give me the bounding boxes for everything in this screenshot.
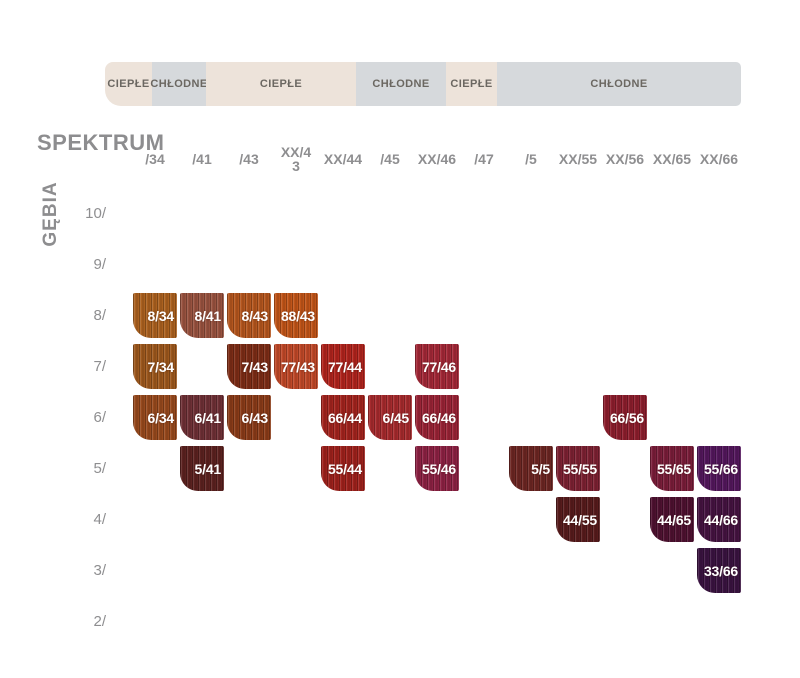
column-header-41: /41	[192, 151, 212, 167]
swatch-55-46: 55/46	[415, 446, 459, 491]
swatch-code-label: 8/43	[241, 307, 269, 324]
swatch-8-41: 8/41	[180, 293, 224, 338]
swatch-code-label: 5/41	[194, 460, 222, 477]
column-header-43: /43	[239, 151, 259, 167]
swatch-code-label: 6/34	[147, 409, 175, 426]
swatch-7-34: 7/34	[133, 344, 177, 389]
column-header-34: /34	[145, 151, 165, 167]
column-header-xx-55: XX/55	[558, 151, 598, 167]
column-header-5: /5	[525, 151, 537, 167]
swatch-code-label: 55/55	[562, 460, 597, 477]
swatch-8-34: 8/34	[133, 293, 177, 338]
temperature-band-cool-1: CHŁODNE	[150, 62, 207, 106]
column-header-45: /45	[380, 151, 400, 167]
swatch-6-34: 6/34	[133, 395, 177, 440]
temperature-band-cool-5: CHŁODNE	[497, 62, 741, 106]
row-label-3: 3/	[93, 562, 106, 579]
row-label-5: 5/	[93, 460, 106, 477]
column-header-xx-66: XX/66	[699, 151, 739, 167]
swatch-code-label: 66/46	[421, 409, 456, 426]
swatch-6-45: 6/45	[368, 395, 412, 440]
swatch-55-66: 55/66	[697, 446, 741, 491]
column-header-xx-43: XX/43	[280, 144, 312, 174]
row-label-8: 8/	[93, 307, 106, 324]
swatch-code-label: 77/44	[327, 358, 362, 375]
swatch-code-label: 55/66	[703, 460, 738, 477]
swatch-6-43: 6/43	[227, 395, 271, 440]
swatch-code-label: 33/66	[703, 562, 738, 579]
swatch-code-label: 66/56	[609, 409, 644, 426]
swatch-code-label: 66/44	[327, 409, 362, 426]
swatch-code-label: 8/34	[147, 307, 175, 324]
swatch-77-46: 77/46	[415, 344, 459, 389]
row-label-9: 9/	[93, 256, 106, 273]
swatch-77-44: 77/44	[321, 344, 365, 389]
swatch-66-46: 66/46	[415, 395, 459, 440]
swatch-code-label: 7/34	[147, 358, 175, 375]
swatch-code-label: 44/65	[656, 511, 691, 528]
row-label-7: 7/	[93, 358, 106, 375]
swatch-code-label: 6/45	[382, 409, 410, 426]
swatch-code-label: 7/43	[241, 358, 269, 375]
swatch-code-label: 55/65	[656, 460, 691, 477]
swatch-code-label: 55/46	[421, 460, 456, 477]
swatch-44-65: 44/65	[650, 497, 694, 542]
swatch-5-5: 5/5	[509, 446, 553, 491]
row-label-10: 10/	[85, 205, 106, 222]
swatch-code-label: 5/5	[531, 460, 550, 477]
swatch-code-label: 8/41	[194, 307, 222, 324]
swatch-55-44: 55/44	[321, 446, 365, 491]
swatch-44-66: 44/66	[697, 497, 741, 542]
swatch-33-66: 33/66	[697, 548, 741, 593]
swatch-8-43: 8/43	[227, 293, 271, 338]
swatch-6-41: 6/41	[180, 395, 224, 440]
swatch-code-label: 88/43	[280, 307, 315, 324]
column-header-xx-44: XX/44	[323, 151, 363, 167]
swatch-code-label: 6/41	[194, 409, 222, 426]
swatch-55-55: 55/55	[556, 446, 600, 491]
swatch-66-44: 66/44	[321, 395, 365, 440]
column-header-xx-46: XX/46	[417, 151, 457, 167]
swatch-44-55: 44/55	[556, 497, 600, 542]
swatch-code-label: 55/44	[327, 460, 362, 477]
swatch-88-43: 88/43	[274, 293, 318, 338]
column-header-47: /47	[474, 151, 494, 167]
swatch-55-65: 55/65	[650, 446, 694, 491]
swatch-code-label: 44/55	[562, 511, 597, 528]
swatch-code-label: 77/46	[421, 358, 456, 375]
swatch-code-label: 77/43	[280, 358, 315, 375]
column-header-xx-56: XX/56	[605, 151, 645, 167]
row-label-6: 6/	[93, 409, 106, 426]
swatch-code-label: 44/66	[703, 511, 738, 528]
temperature-band-cool-3: CHŁODNE	[356, 62, 446, 106]
column-header-xx-65: XX/65	[652, 151, 692, 167]
swatch-code-label: 6/43	[241, 409, 269, 426]
page-title: SPEKTRUM	[37, 130, 165, 155]
temperature-band-warm-0: CIEPŁE	[105, 62, 152, 106]
temperature-band-warm-2: CIEPŁE	[206, 62, 356, 106]
swatch-77-43: 77/43	[274, 344, 318, 389]
swatch-66-56: 66/56	[603, 395, 647, 440]
swatch-7-43: 7/43	[227, 344, 271, 389]
row-label-4: 4/	[93, 511, 106, 528]
row-label-2: 2/	[93, 613, 106, 630]
temperature-band-warm-4: CIEPŁE	[446, 62, 497, 106]
swatch-5-41: 5/41	[180, 446, 224, 491]
